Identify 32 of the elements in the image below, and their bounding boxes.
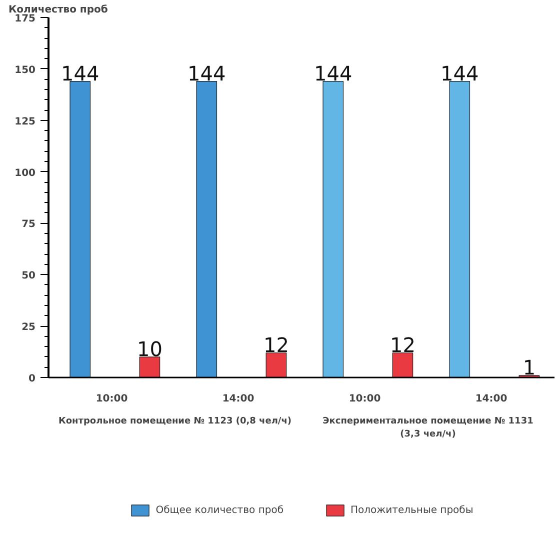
y-tick-label: 175 [14, 14, 36, 24]
bar [139, 356, 160, 378]
data-label: 12 [390, 332, 416, 357]
data-label: 144 [188, 61, 226, 86]
data-label: 144 [440, 61, 479, 86]
data-label: 144 [314, 61, 352, 86]
data-label: 12 [263, 332, 289, 357]
y-tick-label: 100 [14, 168, 36, 179]
x-tick-label: 14:00 [475, 394, 508, 404]
text: Контрольное помещение № 1123 (0,8 чел/ч) [58, 416, 292, 426]
y-tick-label: 50 [22, 270, 36, 282]
bar [196, 80, 218, 378]
x-tick-label: 10:00 [348, 394, 381, 404]
legend-label: Общее количество проб [156, 504, 284, 516]
text: Экспериментальное помещение № 1131 (3,3 чел/ч) [322, 416, 534, 440]
x-tick-label: 14:00 [222, 394, 254, 404]
data-label: 144 [61, 61, 100, 86]
legend-label: Положительные пробы [350, 504, 474, 516]
data-label: 1 [522, 355, 536, 380]
y-tick-label: 125 [14, 116, 36, 128]
data-label: 10 [136, 336, 162, 361]
y-tick-label: 75 [22, 219, 36, 230]
bar [449, 80, 470, 378]
bar [392, 352, 414, 378]
y-axis-title: Количество проб [8, 4, 108, 16]
bar [70, 80, 91, 378]
y-tick-label: 0 [28, 374, 36, 384]
y-tick-label: 150 [14, 64, 36, 76]
bar [322, 80, 344, 378]
x-tick-label: 10:00 [96, 394, 128, 404]
bar [266, 352, 287, 378]
y-tick-label: 25 [22, 322, 36, 334]
